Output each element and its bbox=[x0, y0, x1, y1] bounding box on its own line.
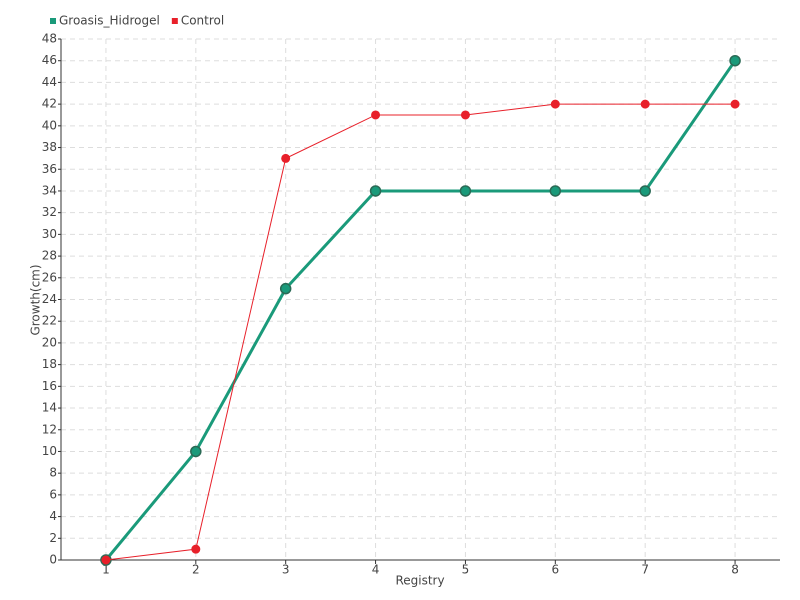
y-tick-label: 30 bbox=[42, 227, 57, 241]
point bbox=[101, 555, 111, 565]
y-axis-title: Growth(cm) bbox=[29, 264, 43, 335]
y-tick-label: 28 bbox=[42, 249, 57, 263]
y-tick-label: 4 bbox=[49, 509, 57, 523]
legend-swatch bbox=[50, 18, 56, 24]
y-tick-label: 32 bbox=[42, 205, 57, 219]
y-tick-label: 12 bbox=[42, 422, 57, 436]
x-tick-label: 6 bbox=[551, 563, 559, 577]
x-tick-label: 7 bbox=[641, 563, 649, 577]
y-tick-label: 8 bbox=[49, 466, 57, 480]
y-tick-label: 26 bbox=[42, 270, 57, 284]
x-axis-title: Registry bbox=[395, 574, 444, 588]
y-tick-label: 10 bbox=[42, 444, 57, 458]
y-tick-label: 34 bbox=[42, 183, 57, 197]
point bbox=[730, 99, 740, 109]
point bbox=[460, 110, 470, 120]
y-tick-label: 42 bbox=[42, 97, 57, 111]
y-tick-label: 20 bbox=[42, 335, 57, 349]
point bbox=[371, 110, 381, 120]
point bbox=[639, 185, 651, 197]
point bbox=[281, 153, 291, 163]
y-tick-label: 2 bbox=[49, 531, 57, 545]
x-tick-label: 2 bbox=[192, 563, 200, 577]
series-line bbox=[104, 59, 737, 561]
point bbox=[369, 185, 382, 197]
y-tick-label: 36 bbox=[42, 162, 57, 176]
point bbox=[279, 282, 292, 295]
y-tick-label: 18 bbox=[42, 357, 57, 371]
legend-label: Groasis_Hidrogel bbox=[59, 14, 160, 28]
series-line bbox=[105, 103, 736, 561]
x-tick-label: 5 bbox=[462, 563, 470, 577]
y-tick-label: 48 bbox=[42, 32, 57, 46]
legend-swatch bbox=[171, 18, 178, 24]
y-tick-label: 40 bbox=[42, 118, 57, 132]
point bbox=[550, 99, 560, 109]
y-tick-label: 0 bbox=[49, 553, 57, 567]
point bbox=[729, 54, 741, 67]
point bbox=[459, 185, 472, 197]
x-tick-label: 8 bbox=[731, 563, 739, 577]
point bbox=[190, 445, 202, 458]
y-tick-label: 38 bbox=[42, 140, 57, 154]
x-tick-label: 3 bbox=[282, 563, 290, 577]
point bbox=[191, 544, 201, 554]
x-tick-label: 4 bbox=[372, 563, 380, 577]
point bbox=[549, 185, 562, 197]
point bbox=[640, 99, 650, 109]
y-tick-label: 24 bbox=[42, 292, 57, 306]
y-tick-label: 14 bbox=[42, 401, 57, 415]
y-tick-label: 22 bbox=[42, 314, 57, 328]
y-tick-label: 6 bbox=[49, 487, 57, 501]
legend-label: Control bbox=[181, 14, 224, 28]
y-tick-label: 44 bbox=[42, 75, 57, 89]
y-tick-label: 16 bbox=[42, 379, 57, 393]
y-tick-label: 46 bbox=[42, 53, 57, 67]
x-tick-label: 1 bbox=[102, 563, 110, 577]
